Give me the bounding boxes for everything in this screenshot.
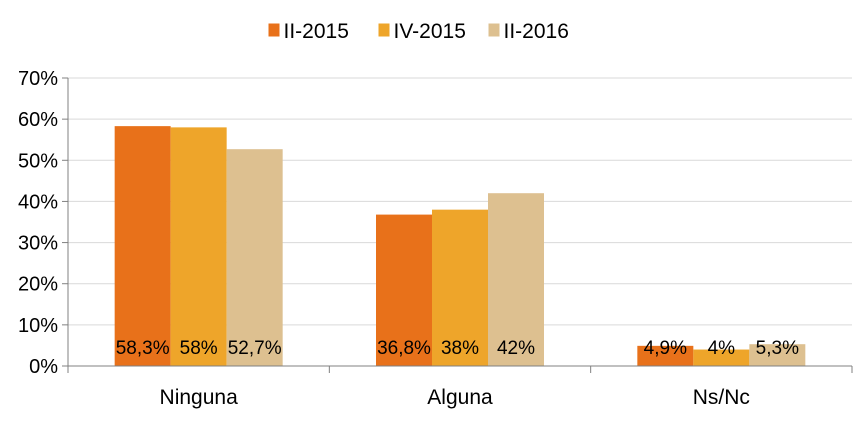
data-label: 4,9% <box>644 338 687 359</box>
x-category-label: Ninguna <box>160 386 239 409</box>
y-axis-tick-labels: 0% 10% 20% 30% 40% 50% 60% 70% <box>18 68 58 378</box>
legend-label: IV-2015 <box>394 20 466 43</box>
bar-ii-2015-ns-nc <box>637 345 694 366</box>
data-label: 38% <box>441 338 479 359</box>
x-category-label: Alguna <box>427 386 493 409</box>
bar-ii-2015-ninguna <box>114 126 171 366</box>
data-label: 58,3% <box>116 338 170 359</box>
legend-swatch <box>378 23 390 37</box>
y-tick-label: 20% <box>18 274 58 296</box>
axes <box>62 77 853 373</box>
y-tick-label: 0% <box>29 356 58 378</box>
data-label: 5,3% <box>756 338 799 359</box>
bar-ii-2015-alguna <box>376 214 432 366</box>
y-tick-label: 70% <box>18 68 58 90</box>
y-tick-label: 40% <box>18 191 58 213</box>
bar-iv-2015-alguna <box>432 209 488 366</box>
y-tick-label: 60% <box>18 109 58 131</box>
x-category-label: Ns/Nc <box>693 386 750 409</box>
legend-label: II-2015 <box>284 20 349 43</box>
legend-label: II-2016 <box>504 20 569 43</box>
data-label: 4% <box>708 338 736 359</box>
legend-swatch <box>268 23 280 37</box>
legend: II-2015 IV-2015 II-2016 <box>268 20 569 43</box>
x-axis-category-labels: Ninguna Alguna Ns/Nc <box>160 386 750 409</box>
data-label: 52,7% <box>228 338 282 359</box>
bars <box>114 126 806 366</box>
bar-ii-2016-ns-nc <box>749 344 806 366</box>
bar-iv-2015-ninguna <box>170 127 227 366</box>
bar-ii-2016-alguna <box>488 193 544 366</box>
y-tick-label: 50% <box>18 150 58 172</box>
data-label: 36,8% <box>377 338 431 359</box>
data-labels: 58,3% 58% 52,7% 36,8% 38% 42% 4,9% 4% 5,3% <box>116 338 799 359</box>
legend-swatch <box>488 23 500 37</box>
bar-ii-2016-ninguna <box>226 149 283 366</box>
data-label: 42% <box>497 338 535 359</box>
y-tick-label: 30% <box>18 233 58 255</box>
y-tick-label: 10% <box>18 315 58 337</box>
data-label: 58% <box>180 338 218 359</box>
bar-iv-2015-ns-nc <box>693 349 750 366</box>
